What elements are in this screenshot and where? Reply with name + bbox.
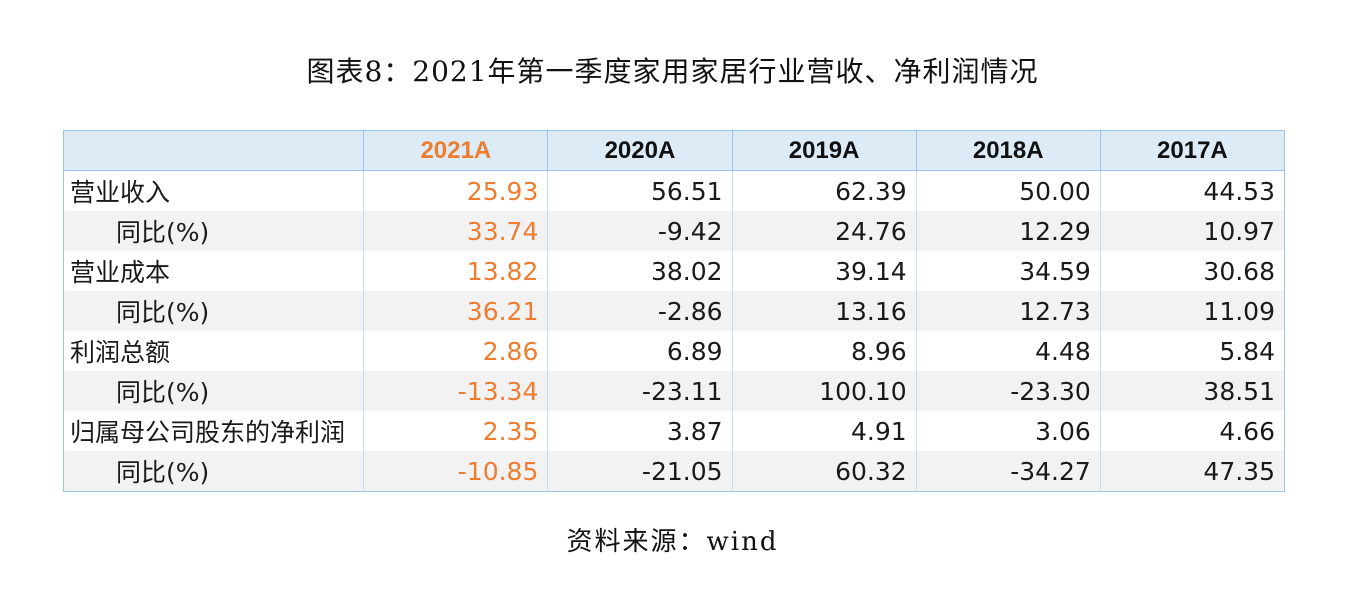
table-row: 同比(%) 33.74 -9.42 24.76 12.29 10.97 <box>63 211 1285 251</box>
table-cell: -10.85 <box>363 451 549 492</box>
table-row: 利润总额 2.86 6.89 8.96 4.48 5.84 <box>63 331 1285 371</box>
table-cell: 36.21 <box>363 291 549 331</box>
header-cell-2020a: 2020A <box>547 130 733 171</box>
table-cell: 11.09 <box>1100 291 1285 331</box>
table-cell: 25.93 <box>363 170 549 211</box>
row-label: 利润总额 <box>63 331 365 371</box>
table-cell: -23.11 <box>547 371 733 411</box>
table-cell: 8.96 <box>732 331 917 371</box>
table-cell: 13.82 <box>363 251 549 291</box>
table-cell: 4.91 <box>732 411 917 451</box>
table-cell: 30.68 <box>1203 256 1275 286</box>
table-cell: 13.16 <box>732 291 917 331</box>
row-label: 同比(%) <box>63 371 365 411</box>
source-note: 资料来源：wind <box>566 527 779 557</box>
table-cell: 44.53 <box>1203 176 1275 206</box>
table-cell: 38.02 <box>547 251 733 291</box>
row-label: 同比(%) <box>63 291 365 331</box>
header-cell-2019a: 2019A <box>732 130 917 171</box>
table-cell: 4.48 <box>916 331 1101 371</box>
table-cell: 12.73 <box>916 291 1101 331</box>
header-cell-label <box>63 130 365 171</box>
row-label: 同比(%) <box>63 451 365 492</box>
table-cell: -13.34 <box>363 371 549 411</box>
table-cell: 2.35 <box>363 411 549 451</box>
header-cell-2018a: 2018A <box>916 130 1101 171</box>
row-label: 归属母公司股东的净利润 <box>63 411 365 451</box>
table-cell: 60.32 <box>732 451 917 492</box>
table-cell: 38.51 <box>1100 371 1285 411</box>
table-cell: 4.66 <box>1219 416 1275 446</box>
table-cell: -34.27 <box>916 451 1101 492</box>
figure-title: 图表8：2021年第一季度家用家居行业营收、净利润情况 <box>306 55 1039 88</box>
table-cell: 3.87 <box>547 411 733 451</box>
table-cell: 56.51 <box>547 170 733 211</box>
header-cell-2021a: 2021A <box>363 130 549 171</box>
table-cell: 33.74 <box>363 211 549 251</box>
table-cell: -21.05 <box>547 451 733 492</box>
table-cell: 62.39 <box>732 170 917 211</box>
table-cell: 100.10 <box>732 371 917 411</box>
row-label: 营业成本 <box>63 251 365 291</box>
table-row: 营业收入 25.93 56.51 62.39 50.00 44.53 <box>63 170 1285 211</box>
row-label: 同比(%) <box>63 211 365 251</box>
table-cell: -9.42 <box>547 211 733 251</box>
row-label: 营业收入 <box>63 170 365 211</box>
table-cell: 5.84 <box>1219 336 1275 366</box>
table-cell: -23.30 <box>916 371 1101 411</box>
table-cell: 6.89 <box>547 331 733 371</box>
table-cell: 3.06 <box>916 411 1101 451</box>
header-cell-2017a: 2017A <box>1100 130 1285 171</box>
table-cell: 34.59 <box>916 251 1101 291</box>
table-cell: 47.35 <box>1100 451 1285 492</box>
table-cell: 50.00 <box>916 170 1101 211</box>
table-row: 营业成本 13.82 38.02 39.14 34.59 30.68 <box>63 251 1285 291</box>
table-cell: -2.86 <box>547 291 733 331</box>
table-cell: 24.76 <box>732 211 917 251</box>
table-cell: 2.86 <box>363 331 549 371</box>
table-row: 归属母公司股东的净利润 2.35 3.87 4.91 3.06 4.66 <box>63 411 1285 451</box>
table-cell: 39.14 <box>732 251 917 291</box>
table-header-row: 2021A 2020A 2019A 2018A 2017A <box>63 130 1285 171</box>
table-row: 同比(%) -10.85 -21.05 60.32 -34.27 47.35 <box>63 451 1285 492</box>
table-cell: 10.97 <box>1100 211 1285 251</box>
table-row: 同比(%) 36.21 -2.86 13.16 12.73 11.09 <box>63 291 1285 331</box>
financial-table: 2021A 2020A 2019A 2018A 2017A 营业收入 25.93… <box>63 130 1285 492</box>
data-table-container: 2021A 2020A 2019A 2018A 2017A 营业收入 25.93… <box>63 130 1285 492</box>
table-cell: 12.29 <box>916 211 1101 251</box>
table-row: 同比(%) -13.34 -23.11 100.10 -23.30 38.51 <box>63 371 1285 411</box>
